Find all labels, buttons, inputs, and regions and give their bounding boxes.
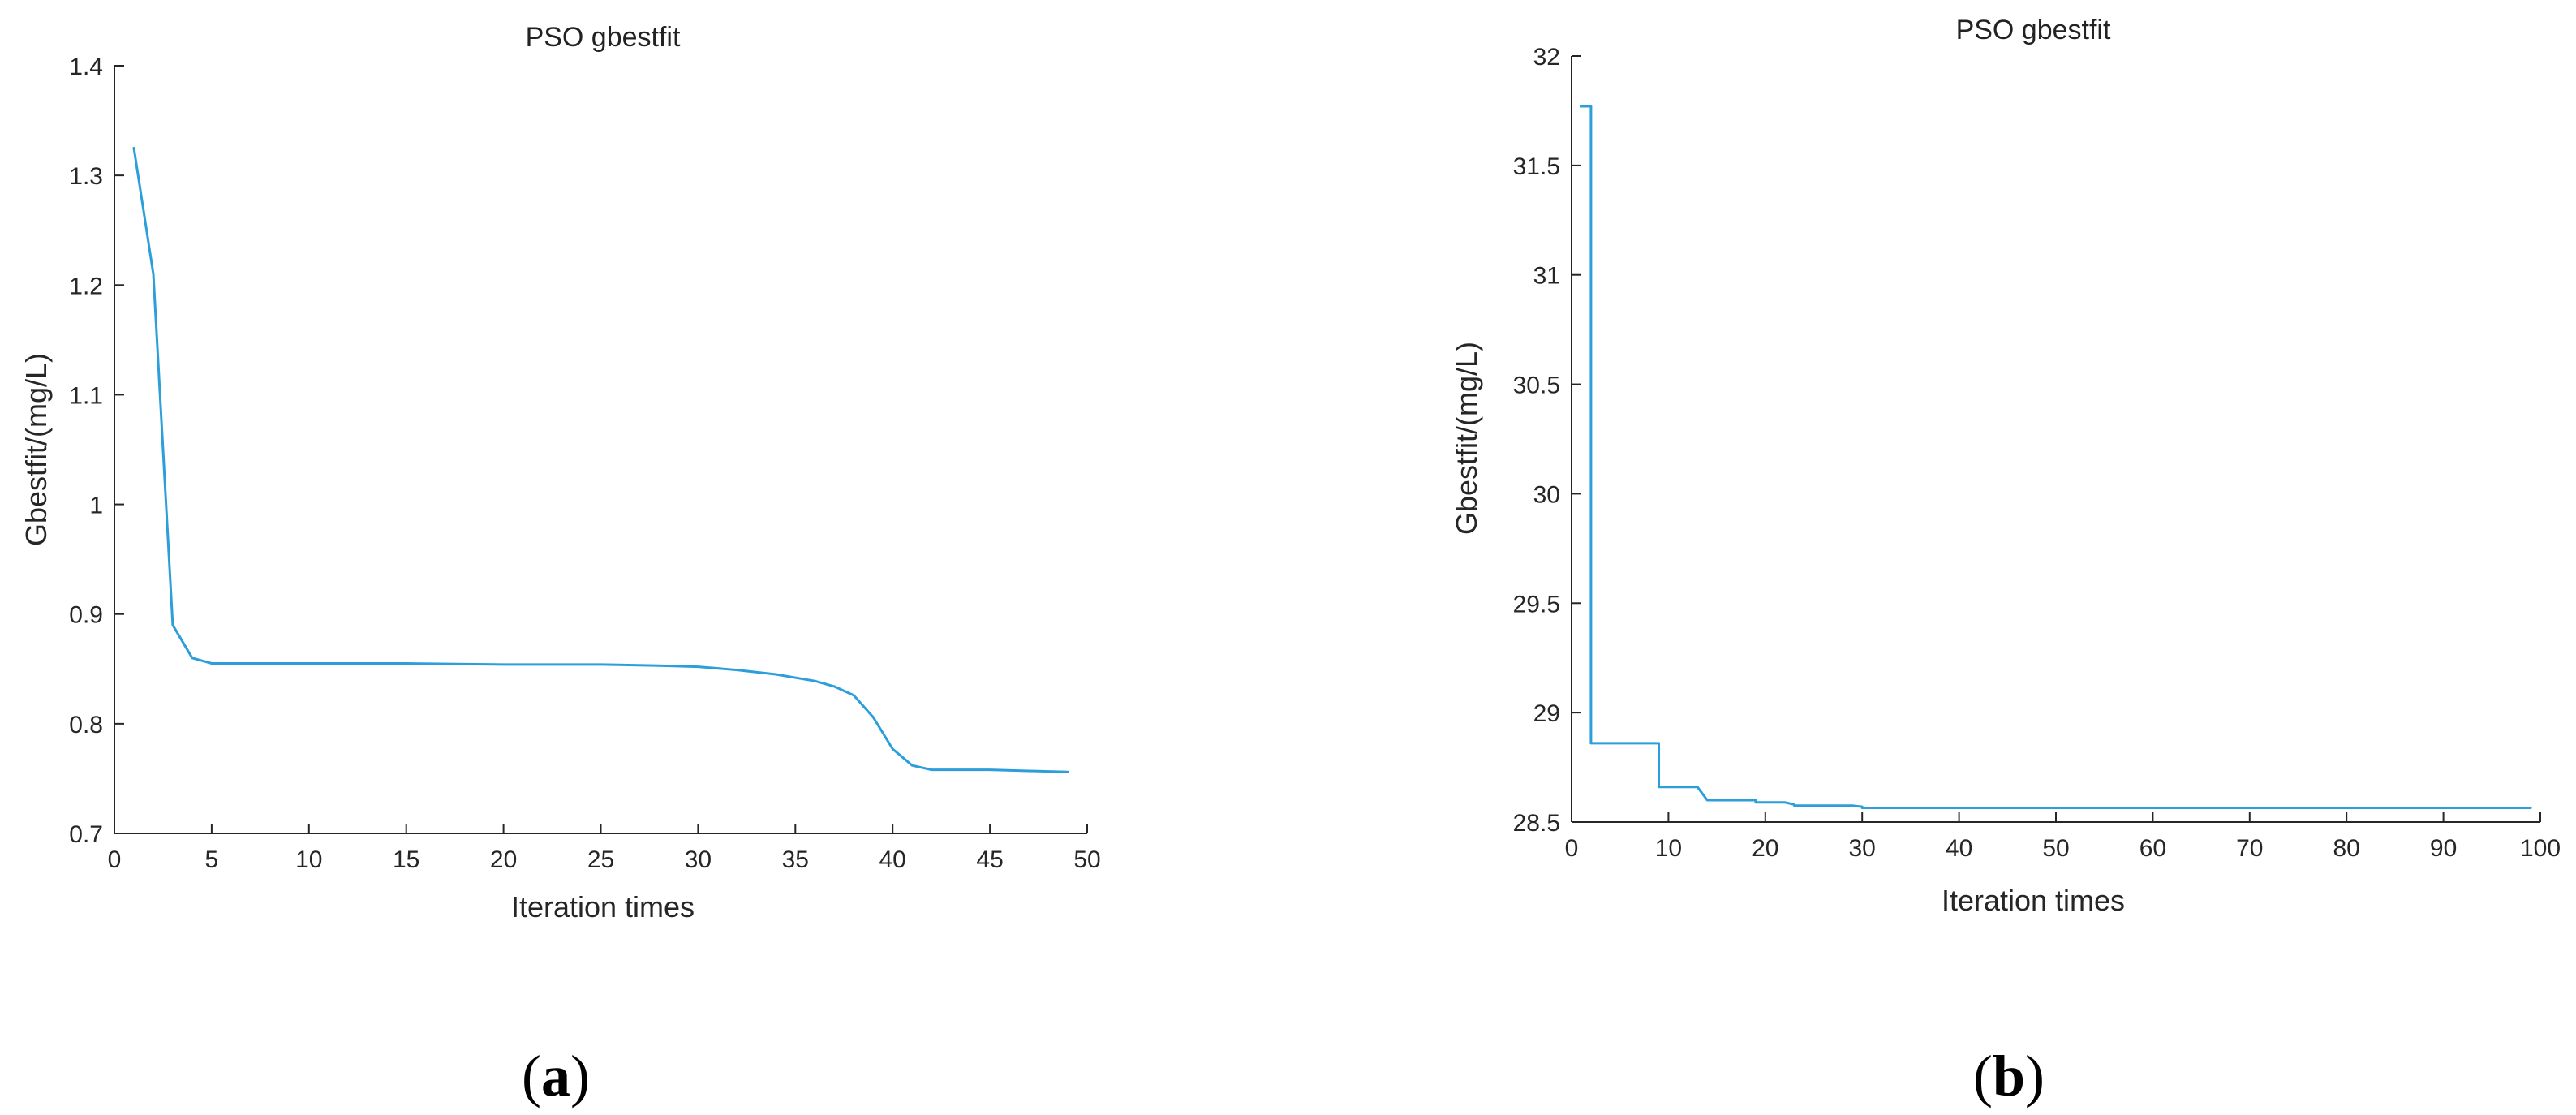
chart-b-series <box>1580 105 2532 809</box>
chart-a-y-tick-label: 1.3 <box>69 163 103 190</box>
chart-b-x-tick-label: 70 <box>2236 835 2263 862</box>
chart-a-x-tick-label: 45 <box>976 846 1003 873</box>
chart-a-x-tick-label: 20 <box>490 846 517 873</box>
chart-a-y-tick-label: 1.4 <box>69 54 103 80</box>
chart-a-caption-open: ( <box>522 1044 541 1109</box>
chart-a-x-tick-label: 0 <box>108 846 122 873</box>
chart-a-ylabel: Gbestfit/(mg/L) <box>19 353 53 546</box>
chart-a-xlabel: Iteration times <box>511 890 695 923</box>
chart-a-y-tick-label: 1.1 <box>69 382 103 409</box>
chart-a-x-tick-label: 5 <box>205 846 219 873</box>
chart-b-axes <box>1571 56 2540 823</box>
chart-b-x-tick-label: 0 <box>1565 835 1579 862</box>
chart-b-y-tick-label: 30 <box>1533 481 1560 508</box>
chart-b-y-tick-label: 29.5 <box>1513 591 1560 618</box>
chart-b-ticks: 0 10 20 30 40 50 60 70 80 90 100 28.5 29 29.5 30 30.5 31… <box>1513 44 2561 862</box>
chart-a-x-tick-label: 40 <box>879 846 906 873</box>
chart-a-ticks: 0 5 10 15 20 25 30 35 40 45 50 0.7 0.8 0.9 1 1.1 1.2 1.3 1… <box>69 54 1100 873</box>
chart-a-caption-close: ) <box>570 1044 590 1109</box>
chart-b-xlabel: Iteration times <box>1942 884 2125 917</box>
chart-b-ylabel: Gbestfit/(mg/L) <box>1450 342 1483 535</box>
chart-a-x-tick-label: 15 <box>393 846 419 873</box>
chart-a-y-tick-label: 0.8 <box>69 712 103 738</box>
chart-b-y-tick-label: 32 <box>1533 44 1560 71</box>
chart-a-caption-letter: a <box>541 1044 570 1109</box>
chart-a-y-tick-label: 1 <box>89 493 103 519</box>
chart-a-caption: (a) <box>522 1044 590 1109</box>
chart-a-y-tick-label: 0.7 <box>69 821 103 848</box>
chart-b-x-tick-label: 60 <box>2139 835 2166 862</box>
chart-a-axes <box>114 66 1087 834</box>
chart-b-series-line <box>1580 105 2532 809</box>
chart-b-x-tick-label: 20 <box>1752 835 1778 862</box>
chart-b: PSO gbestfit Gbestfit/(mg/L) Iteration t… <box>1450 15 2561 1109</box>
chart-a-title: PSO gbestfit <box>526 22 681 53</box>
chart-a-series <box>132 146 1069 773</box>
chart-b-x-tick-label: 100 <box>2520 835 2561 862</box>
chart-b-title: PSO gbestfit <box>1956 15 2111 45</box>
chart-b-x-tick-label: 10 <box>1655 835 1682 862</box>
chart-b-caption-open: ( <box>1973 1044 1993 1109</box>
chart-a-y-tick-label: 1.2 <box>69 273 103 299</box>
chart-a-y-tick-label: 0.9 <box>69 602 103 629</box>
chart-b-caption-letter: b <box>1993 1044 2025 1109</box>
chart-b-x-tick-label: 30 <box>1849 835 1876 862</box>
chart-b-x-tick-label: 80 <box>2333 835 2360 862</box>
chart-a-x-tick-label: 25 <box>587 846 614 873</box>
chart-a: PSO gbestfit Gbestfit/(mg/L) Iteration t… <box>19 22 1101 1109</box>
chart-b-caption-close: ) <box>2025 1044 2045 1109</box>
chart-b-x-tick-label: 90 <box>2430 835 2457 862</box>
chart-b-x-tick-label: 50 <box>2042 835 2069 862</box>
chart-b-caption: (b) <box>1973 1044 2045 1109</box>
chart-b-y-tick-label: 28.5 <box>1513 810 1560 837</box>
chart-a-x-tick-label: 50 <box>1073 846 1100 873</box>
chart-a-x-tick-label: 30 <box>685 846 712 873</box>
chart-b-y-tick-label: 31.5 <box>1513 153 1560 180</box>
chart-a-x-tick-label: 10 <box>295 846 322 873</box>
chart-b-x-tick-label: 40 <box>1946 835 1972 862</box>
chart-a-series-line <box>132 146 1069 773</box>
chart-b-y-tick-label: 29 <box>1533 700 1560 727</box>
chart-a-x-tick-label: 35 <box>782 846 809 873</box>
chart-b-y-tick-label: 30.5 <box>1513 372 1560 399</box>
chart-b-y-tick-label: 31 <box>1533 263 1560 290</box>
